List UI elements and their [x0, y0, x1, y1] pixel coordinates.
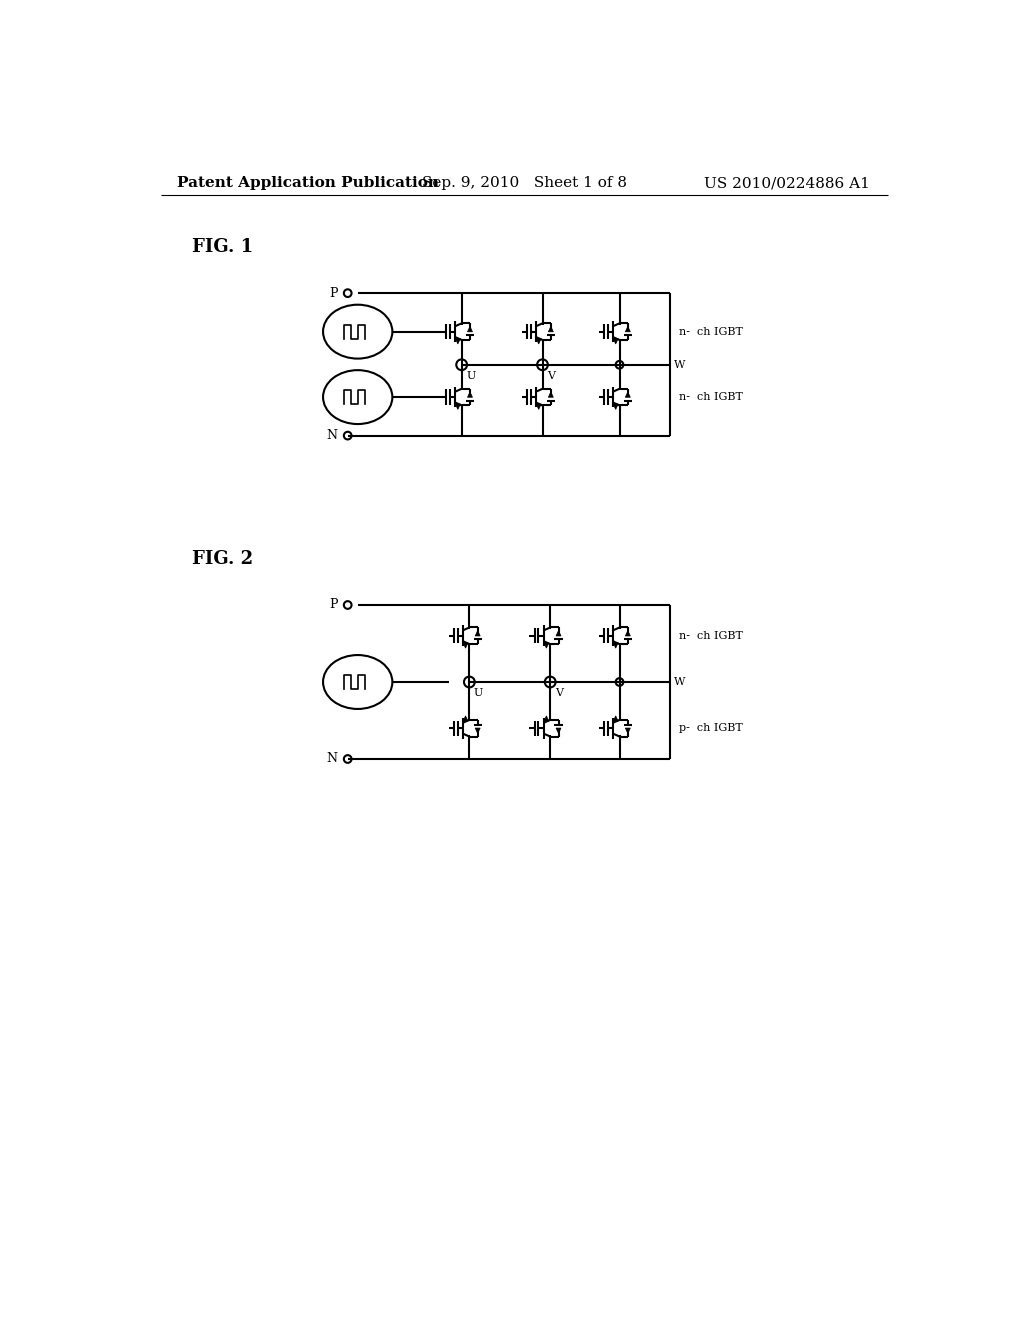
- Text: N: N: [327, 429, 338, 442]
- Circle shape: [538, 359, 548, 370]
- Polygon shape: [613, 404, 618, 409]
- Polygon shape: [613, 643, 618, 648]
- Polygon shape: [456, 339, 461, 345]
- Circle shape: [458, 360, 466, 368]
- Text: Patent Application Publication: Patent Application Publication: [177, 176, 438, 190]
- Circle shape: [344, 289, 351, 297]
- Polygon shape: [544, 643, 549, 648]
- Polygon shape: [463, 715, 468, 721]
- Polygon shape: [456, 404, 461, 409]
- Text: Sep. 9, 2010   Sheet 1 of 8: Sep. 9, 2010 Sheet 1 of 8: [422, 176, 628, 190]
- Polygon shape: [475, 729, 480, 734]
- Ellipse shape: [323, 655, 392, 709]
- Text: V: V: [547, 371, 555, 381]
- Polygon shape: [626, 631, 631, 636]
- Circle shape: [344, 755, 351, 763]
- Circle shape: [539, 360, 547, 368]
- Text: N: N: [327, 752, 338, 766]
- Polygon shape: [613, 715, 618, 721]
- Circle shape: [615, 678, 624, 686]
- Text: P: P: [329, 598, 338, 611]
- Circle shape: [615, 360, 624, 368]
- Text: U: U: [474, 688, 483, 698]
- Text: n-  ch IGBT: n- ch IGBT: [679, 392, 742, 403]
- Polygon shape: [463, 643, 468, 648]
- Polygon shape: [626, 729, 631, 734]
- Circle shape: [464, 677, 475, 688]
- Polygon shape: [548, 326, 553, 331]
- Polygon shape: [537, 404, 542, 409]
- Polygon shape: [544, 715, 549, 721]
- Text: p-  ch IGBT: p- ch IGBT: [679, 723, 742, 733]
- Polygon shape: [626, 392, 631, 397]
- Text: W: W: [674, 677, 685, 686]
- Polygon shape: [537, 339, 542, 345]
- Text: W: W: [674, 360, 685, 370]
- Polygon shape: [468, 326, 472, 331]
- Text: n-  ch IGBT: n- ch IGBT: [679, 326, 742, 337]
- Circle shape: [457, 359, 467, 370]
- Polygon shape: [626, 326, 631, 331]
- Text: n-  ch IGBT: n- ch IGBT: [679, 631, 742, 640]
- Polygon shape: [556, 631, 561, 636]
- Text: V: V: [555, 688, 563, 698]
- Text: FIG. 2: FIG. 2: [193, 550, 253, 568]
- Text: U: U: [466, 371, 475, 381]
- Polygon shape: [548, 392, 553, 397]
- Polygon shape: [613, 339, 618, 345]
- Text: P: P: [329, 286, 338, 300]
- Circle shape: [545, 677, 556, 688]
- Text: US 2010/0224886 A1: US 2010/0224886 A1: [703, 176, 869, 190]
- Ellipse shape: [323, 305, 392, 359]
- Polygon shape: [468, 392, 472, 397]
- Circle shape: [344, 601, 351, 609]
- Polygon shape: [475, 631, 480, 636]
- Ellipse shape: [323, 370, 392, 424]
- Text: FIG. 1: FIG. 1: [193, 238, 253, 256]
- Polygon shape: [556, 729, 561, 734]
- Circle shape: [344, 432, 351, 440]
